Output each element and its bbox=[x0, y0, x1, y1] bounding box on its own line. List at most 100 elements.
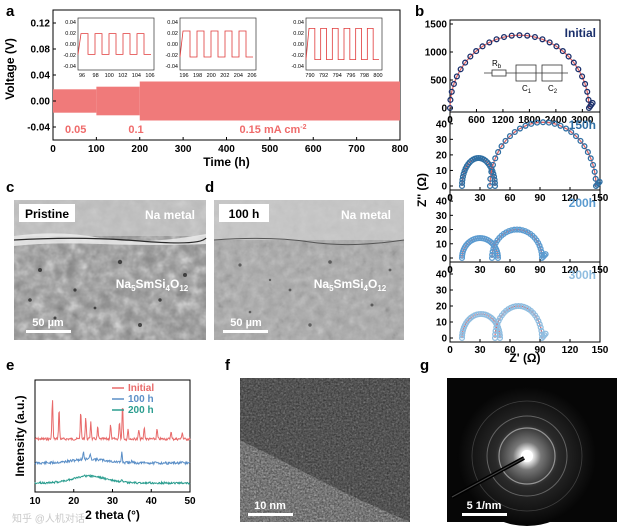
y-tick-label: 0.12 bbox=[31, 19, 51, 30]
x-tick-label: 2400 bbox=[545, 115, 568, 126]
x-tick-label: 150 bbox=[592, 345, 609, 356]
data-point bbox=[488, 254, 496, 262]
sem-tag-100h: 100 h bbox=[229, 207, 260, 221]
y-axis-label: Voltage (V) bbox=[3, 38, 17, 100]
data-point bbox=[538, 248, 545, 255]
data-point bbox=[546, 39, 553, 46]
inset-frame bbox=[179, 17, 257, 71]
data-point bbox=[589, 161, 597, 168]
x-tick-label: 60 bbox=[504, 265, 516, 276]
tem-scale-label: 10 nm bbox=[254, 500, 286, 512]
inset-y-tick-label: 0.04 bbox=[293, 20, 304, 26]
circuit-resistor bbox=[491, 69, 507, 77]
y-tick-label: 1500 bbox=[425, 20, 448, 31]
sem-image-pristine: Pristine Na metal Na5SmSi4O12 50 µm bbox=[13, 200, 207, 340]
data-point bbox=[534, 119, 541, 126]
data-point bbox=[579, 73, 586, 80]
inset-y-tick-label: 0.02 bbox=[293, 31, 304, 37]
data-point bbox=[568, 128, 575, 136]
y-axis-label: Intensity (a.u.) bbox=[13, 395, 27, 476]
y-tick-label: 0 bbox=[441, 254, 447, 265]
y-tick-label: 40 bbox=[436, 119, 448, 130]
data-point bbox=[488, 168, 495, 175]
x-tick-label: 0 bbox=[50, 144, 56, 155]
inset-x-tick-label: 196 bbox=[179, 73, 188, 79]
inset-voltage-trace bbox=[179, 30, 253, 58]
data-point bbox=[538, 327, 545, 334]
subplot-label: 150h bbox=[569, 118, 596, 132]
current-label: 0.1 bbox=[128, 124, 143, 136]
x-tick-label: 1200 bbox=[492, 115, 515, 126]
panel-label-f: f bbox=[225, 357, 231, 374]
y-tick-label: 10 bbox=[436, 239, 448, 250]
data-point bbox=[506, 133, 514, 140]
x-tick-label: 120 bbox=[562, 345, 579, 356]
data-point bbox=[467, 53, 474, 60]
data-point bbox=[450, 80, 457, 88]
data-point bbox=[495, 317, 502, 325]
inset-x-tick-label: 204 bbox=[234, 73, 243, 79]
data-point bbox=[591, 168, 598, 175]
panel-label-d: d bbox=[205, 179, 214, 196]
subplot-label: Initial bbox=[565, 26, 596, 40]
x-tick-label: 30 bbox=[474, 265, 486, 276]
inset-x-tick-label: 98 bbox=[93, 73, 99, 79]
sem-electrolyte-label-c: Na5SmSi4O12 bbox=[116, 277, 189, 293]
x-tick-label: 300 bbox=[175, 144, 192, 155]
x-tick-label: 10 bbox=[29, 496, 41, 507]
data-point bbox=[575, 66, 582, 73]
data-point bbox=[570, 59, 577, 66]
data-point bbox=[557, 122, 564, 129]
x-axis-label: Z' (Ω) bbox=[509, 351, 540, 365]
data-point bbox=[513, 226, 521, 233]
y-tick-label: 40 bbox=[436, 270, 448, 281]
data-point bbox=[492, 331, 499, 338]
data-point bbox=[489, 248, 496, 255]
data-point bbox=[531, 33, 538, 41]
xrd-trace bbox=[34, 451, 191, 466]
inset-y-tick-label: 0.00 bbox=[167, 42, 178, 48]
circuit-rc-element bbox=[541, 64, 563, 82]
xrd-trace bbox=[34, 473, 191, 486]
y-tick-label: 0 bbox=[441, 334, 447, 345]
data-point bbox=[524, 32, 531, 39]
data-point bbox=[493, 36, 500, 43]
y-tick-label: 40 bbox=[436, 197, 448, 208]
data-point bbox=[462, 59, 469, 66]
data-point bbox=[493, 324, 500, 331]
voltage-band bbox=[53, 89, 97, 113]
x-tick-label: 90 bbox=[534, 193, 546, 204]
y-tick-label: 10 bbox=[436, 318, 448, 329]
data-point bbox=[559, 48, 566, 55]
circuit-sub: b bbox=[498, 64, 502, 70]
sem-tag-pristine: Pristine bbox=[25, 207, 69, 221]
x-tick-label: 30 bbox=[107, 496, 119, 507]
saed-scale-label: 5 1/nm bbox=[467, 500, 502, 512]
inset-y-tick-label: -0.04 bbox=[291, 64, 304, 70]
inset-x-tick-label: 100 bbox=[105, 73, 114, 79]
voltage-band bbox=[96, 86, 140, 116]
y-tick-label: 0 bbox=[441, 104, 447, 115]
x-tick-label: 700 bbox=[348, 144, 365, 155]
data-point bbox=[492, 155, 499, 162]
data-point bbox=[516, 226, 523, 233]
tem-image: 10 nm bbox=[240, 378, 410, 522]
inset-voltage-trace bbox=[305, 28, 379, 60]
data-point bbox=[539, 36, 546, 43]
nyquist-subplot: 0 10 20 30 40 0 30 60 90 120 150 300h bbox=[436, 261, 609, 356]
data-point bbox=[562, 125, 570, 132]
inset-y-tick-label: -0.02 bbox=[165, 53, 178, 59]
y-tick-label: 20 bbox=[436, 302, 448, 313]
panel-label-a: a bbox=[6, 3, 15, 20]
data-point bbox=[518, 303, 525, 310]
panel-label-e: e bbox=[6, 357, 14, 374]
data-point bbox=[565, 53, 572, 60]
data-point bbox=[487, 175, 494, 182]
y-tick-label: 20 bbox=[436, 150, 448, 161]
data-point bbox=[572, 133, 580, 140]
saed-image: 5 1/nm bbox=[447, 378, 617, 526]
